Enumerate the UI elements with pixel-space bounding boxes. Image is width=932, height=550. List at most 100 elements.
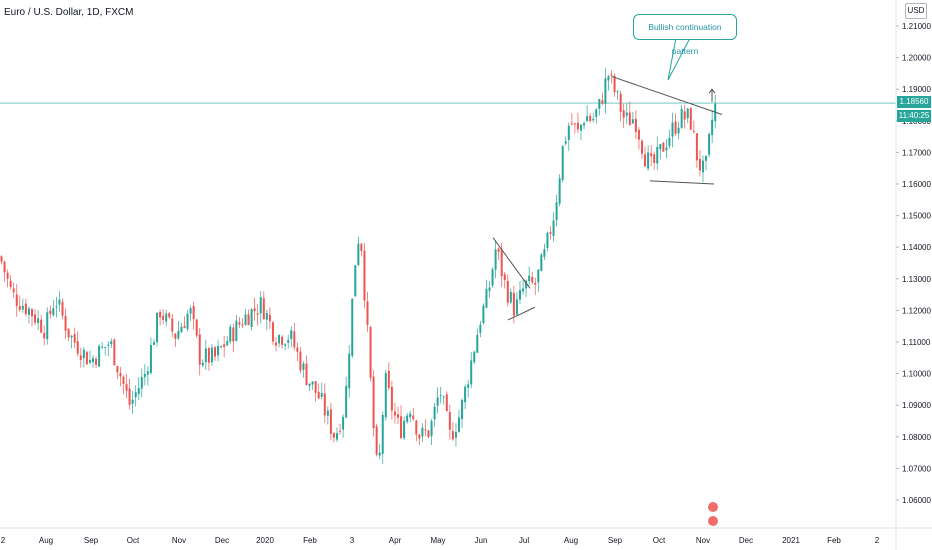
y-tick-label: 1.19000 — [902, 85, 931, 94]
candle-body — [519, 289, 521, 300]
currency-button[interactable]: USD — [905, 3, 927, 19]
candle-body — [381, 414, 384, 454]
candle-body — [122, 376, 125, 385]
candle-body — [153, 342, 155, 345]
candle-body — [278, 335, 281, 344]
candle-body — [549, 232, 552, 234]
candle-body — [232, 327, 235, 342]
candle-body — [73, 334, 76, 343]
candle-body — [238, 322, 241, 325]
candle-body — [418, 434, 421, 439]
y-tick-label: 1.07000 — [902, 464, 931, 473]
candle-body — [479, 324, 482, 333]
candle-body — [387, 370, 390, 388]
candle-body — [702, 160, 704, 173]
candle-body — [284, 344, 287, 346]
candle-body — [509, 291, 512, 303]
y-tick-label: 1.14000 — [902, 243, 931, 252]
candle-body — [31, 309, 33, 317]
x-tick-label: Apr — [389, 536, 402, 545]
candle-body — [229, 326, 232, 342]
candle-body — [287, 339, 290, 343]
candle-body — [265, 312, 268, 320]
candle-body — [64, 316, 67, 331]
candle-body — [424, 429, 427, 431]
candle-body — [110, 341, 113, 345]
candle-body — [101, 346, 104, 348]
candle-body — [27, 308, 30, 315]
candle-body — [40, 319, 43, 333]
candle-body — [146, 371, 149, 375]
candle-body — [555, 202, 558, 221]
candle-body — [299, 351, 302, 371]
x-tick-label: Feb — [827, 536, 841, 545]
candle-body — [558, 178, 561, 204]
candle-body — [247, 314, 250, 326]
candle-body — [641, 140, 643, 154]
candle-body — [320, 392, 323, 397]
candle-body — [70, 335, 73, 338]
candle-body — [351, 298, 354, 356]
candle-body — [576, 122, 579, 130]
candle-body — [586, 116, 589, 122]
y-tick-label: 1.16000 — [902, 180, 931, 189]
candle-body — [180, 326, 183, 333]
x-tick-label: Aug — [564, 536, 578, 545]
candle-body — [241, 324, 244, 326]
candle-body — [473, 351, 476, 363]
candle-body — [607, 76, 610, 81]
candle-body — [610, 74, 613, 76]
candle-body — [210, 347, 213, 363]
candle-body — [317, 391, 320, 399]
candle-body — [543, 248, 546, 257]
candle-body — [198, 334, 201, 365]
candle-body — [61, 301, 64, 316]
candle-body — [21, 305, 24, 310]
candle-body — [296, 347, 299, 352]
candle-body — [476, 334, 479, 353]
candle-body — [235, 320, 238, 341]
candle-body — [323, 393, 326, 416]
candle-body — [67, 328, 70, 338]
candle-body — [143, 373, 146, 378]
candle-body — [406, 415, 409, 422]
candle-body — [107, 344, 110, 346]
candle-body — [332, 433, 335, 438]
triangle-upper-trendline — [611, 76, 723, 115]
candle-body — [262, 298, 265, 320]
candle-body — [668, 137, 671, 146]
candle-body — [329, 409, 332, 434]
callout-bubble[interactable]: Bullish continuation pattern — [633, 14, 737, 56]
candle-body — [171, 318, 174, 332]
candle-body — [250, 309, 253, 328]
candle-body — [305, 363, 308, 385]
candle-body — [583, 123, 586, 126]
candle-body — [546, 232, 549, 248]
candle-body — [695, 133, 698, 161]
candle-body — [113, 339, 116, 366]
candle-body — [223, 344, 226, 348]
candle-body — [461, 399, 464, 420]
candle-body — [677, 127, 680, 134]
candle-body — [567, 125, 570, 141]
candle-body — [592, 118, 595, 121]
y-tick-label: 1.09000 — [902, 401, 931, 410]
candle-body — [683, 111, 686, 120]
x-tick-label: Nov — [172, 536, 186, 545]
candle-body — [393, 411, 396, 416]
countdown-label: 11:40:25 — [897, 110, 931, 122]
candle-body — [662, 142, 665, 152]
y-tick-label: 1.11000 — [902, 338, 931, 347]
candle-body — [6, 272, 9, 279]
candle-body — [692, 130, 695, 132]
candle-body — [442, 396, 445, 398]
candle-body — [580, 124, 582, 131]
candle-body — [308, 383, 311, 386]
candle-body — [281, 336, 284, 345]
x-tick-label: Jun — [475, 536, 488, 545]
candle-body — [397, 414, 399, 418]
candle-body — [363, 250, 366, 301]
candle-body — [336, 433, 338, 440]
x-tick-label: Feb — [303, 536, 317, 545]
